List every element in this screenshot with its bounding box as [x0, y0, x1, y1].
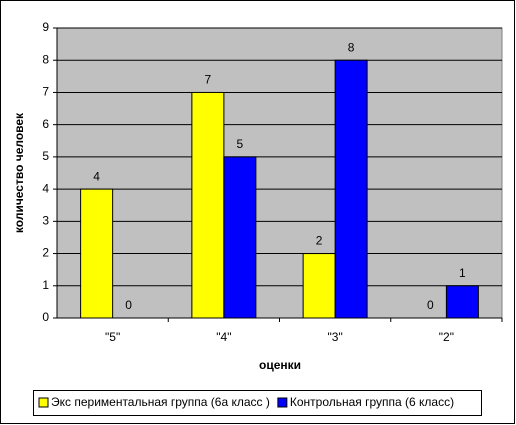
data-label: 2 [316, 234, 323, 248]
x-tick-label: "2" [439, 330, 454, 344]
y-tick-label: 5 [42, 149, 49, 163]
y-tick-label: 7 [42, 85, 49, 99]
plot-area [56, 27, 503, 319]
y-axis-title: количество человек [12, 112, 26, 233]
data-label: 8 [348, 40, 355, 54]
data-label: 5 [237, 137, 244, 151]
y-tick-label: 3 [42, 214, 49, 228]
bar [191, 91, 225, 319]
bar [80, 188, 114, 319]
legend-swatch [38, 397, 49, 408]
bar [223, 156, 257, 319]
y-tick-label: 2 [42, 246, 49, 260]
y-tick-label: 8 [42, 52, 49, 66]
x-axis-title: оценки [259, 358, 301, 372]
data-label: 0 [125, 298, 132, 312]
x-tick-label: "3" [328, 330, 343, 344]
data-label: 7 [205, 73, 212, 87]
legend-box [33, 390, 482, 416]
x-tick-label: "5" [105, 330, 120, 344]
y-tick-label: 9 [42, 20, 49, 34]
legend-swatch [277, 397, 288, 408]
bar [302, 253, 336, 319]
legend-label: Контрольная группа (6 класс) [290, 395, 454, 409]
bar [445, 285, 479, 319]
bar [334, 59, 368, 319]
x-tick-label: "4" [216, 330, 231, 344]
legend-label: Экс периментальная группа (6а класс ) [51, 395, 270, 409]
data-label: 4 [93, 169, 100, 183]
y-tick-label: 4 [42, 181, 49, 195]
y-tick-label: 1 [42, 278, 49, 292]
y-tick-label: 6 [42, 117, 49, 131]
data-label: 1 [459, 266, 466, 280]
y-tick-label: 0 [42, 310, 49, 324]
data-label: 0 [427, 298, 434, 312]
